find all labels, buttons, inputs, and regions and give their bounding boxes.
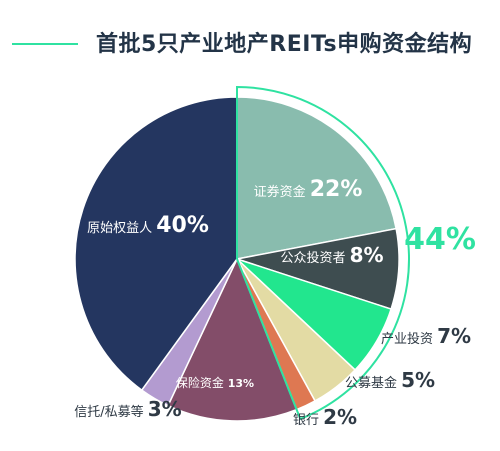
chart-title: 首批5只产业地产REITs申购资金结构: [96, 32, 473, 57]
slice-label-value-7: 40%: [156, 213, 209, 238]
slice-label-name-5: 保险资金: [176, 375, 228, 390]
slice-label-6: 信托/私募等 3%: [74, 397, 181, 421]
slice-label-value-4: 2%: [323, 405, 357, 429]
slice-label-2: 产业投资 7%: [381, 324, 471, 348]
highlight-value: 44%: [404, 222, 476, 257]
pie-slice-7: [74, 96, 238, 392]
slice-label-7: 原始权益人 40%: [87, 213, 209, 238]
slice-label-1: 公众投资者 8%: [280, 243, 383, 267]
slice-label-value-5: 13%: [228, 377, 254, 390]
slice-label-4: 银行 2%: [293, 405, 357, 429]
slice-label-value-2: 7%: [437, 324, 471, 348]
slice-label-name-3: 公募基金: [345, 375, 401, 391]
slice-label-name-2: 产业投资: [381, 331, 437, 347]
pie-slice-5: [167, 257, 298, 422]
slice-label-value-0: 22%: [310, 177, 363, 202]
slice-label-value-3: 5%: [401, 368, 435, 392]
title-accent-line: [12, 43, 78, 45]
slice-label-name-6: 信托/私募等: [74, 404, 148, 420]
slice-label-name-0: 证券资金: [254, 184, 310, 200]
slice-label-name-1: 公众投资者: [280, 250, 349, 266]
slice-label-value-6: 3%: [148, 397, 182, 421]
slice-label-0: 证券资金 22%: [254, 177, 363, 202]
slice-label-value-1: 8%: [350, 243, 384, 267]
pie-slice-0: [236, 96, 398, 260]
slice-label-5: 保险资金 13%: [176, 375, 254, 390]
highlight-bracket: [236, 85, 410, 421]
slice-label-name-7: 原始权益人: [87, 220, 156, 236]
slice-label-name-4: 银行: [293, 413, 323, 428]
slice-label-3: 公募基金 5%: [345, 368, 435, 392]
